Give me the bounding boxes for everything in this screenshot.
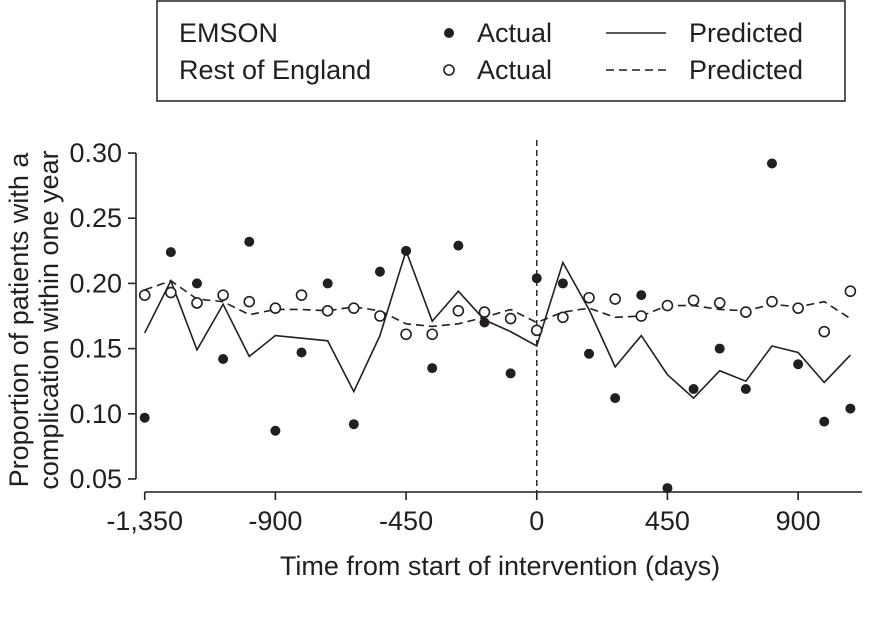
data-point-emson-actual — [610, 393, 621, 404]
x-axis-ticks: -1,350 -900 -450 0 450 900 — [106, 492, 821, 536]
data-point-rest-of-england-actual — [557, 311, 569, 324]
data-point-rest-of-england-actual — [766, 295, 778, 308]
data-point-emson-actual — [270, 425, 281, 436]
data-point-emson-actual — [191, 278, 202, 289]
data-point-rest-of-england-actual — [269, 302, 282, 314]
x-tick-label: -900 — [248, 506, 302, 536]
legend-group-rest-of-england: Rest of England — [179, 55, 371, 85]
data-point-rest-of-england-actual — [138, 289, 151, 301]
data-point-emson-actual — [453, 240, 464, 251]
series-line-rest-of-england-predicted — [144, 279, 851, 328]
data-point-rest-of-england-actual — [583, 291, 595, 304]
data-point-rest-of-england-actual — [400, 328, 412, 341]
data-point-emson-actual — [165, 247, 176, 258]
data-point-rest-of-england-actual — [374, 310, 386, 322]
data-point-rest-of-england-actual — [713, 297, 726, 309]
y-tick-label: 0.25 — [69, 203, 122, 233]
data-point-emson-actual — [819, 416, 830, 427]
x-tick-label: 900 — [776, 506, 821, 536]
legend: EMSON Actual Predicted Rest of England A… — [156, 0, 846, 102]
data-point-rest-of-england-actual — [478, 306, 491, 318]
data-point-rest-of-england-actual — [217, 289, 229, 301]
axes: 0.05 0.10 0.15 0.20 0.25 0.30 -1,350 -900 -450 0… — [69, 138, 862, 536]
y-axis-title: Proportion of patients with a complicati… — [4, 150, 64, 489]
data-point-rest-of-england-actual — [295, 289, 308, 301]
data-point-emson-actual — [845, 403, 856, 414]
series-points-emson-actual — [139, 158, 856, 494]
data-point-rest-of-england-actual — [661, 299, 674, 312]
data-point-emson-actual — [401, 245, 412, 256]
legend-label-rest-actual: Actual — [477, 55, 552, 85]
data-point-rest-of-england-actual — [243, 295, 256, 308]
data-point-emson-actual — [688, 384, 699, 395]
data-point-rest-of-england-actual — [321, 304, 334, 317]
data-point-emson-actual — [793, 359, 804, 370]
legend-label-emson-predicted: Predicted — [689, 18, 803, 48]
data-point-rest-of-england-actual — [609, 293, 621, 305]
y-tick-label: 0.30 — [69, 138, 122, 168]
data-point-emson-actual — [374, 266, 385, 277]
data-point-emson-actual — [505, 368, 516, 379]
data-point-rest-of-england-actual — [792, 302, 804, 314]
data-point-rest-of-england-actual — [635, 310, 648, 322]
data-point-rest-of-england-actual — [165, 286, 177, 299]
data-point-emson-actual — [139, 412, 150, 423]
data-point-emson-actual — [244, 236, 255, 247]
y-tick-label: 0.20 — [69, 268, 122, 298]
data-point-emson-actual — [218, 354, 229, 365]
legend-marker-emson-actual — [444, 28, 454, 38]
y-tick-label: 0.10 — [69, 399, 122, 429]
data-point-emson-actual — [740, 384, 751, 395]
y-axis-title-line-1: Proportion of patients with a — [4, 152, 34, 488]
data-point-emson-actual — [714, 343, 725, 354]
y-tick-label: 0.15 — [69, 334, 122, 364]
data-point-emson-actual — [662, 483, 673, 494]
data-point-rest-of-england-actual — [818, 325, 831, 338]
legend-marker-rest-actual — [443, 64, 455, 76]
data-point-rest-of-england-actual — [426, 328, 439, 341]
y-axis-title-line-2: complication within one year — [34, 150, 64, 489]
data-point-emson-actual — [322, 278, 333, 289]
data-point-rest-of-england-actual — [504, 312, 517, 325]
data-point-emson-actual — [531, 273, 542, 284]
y-axis-ticks: 0.05 0.10 0.15 0.20 0.25 0.30 — [69, 138, 136, 494]
data-point-emson-actual — [766, 158, 777, 169]
legend-box — [156, 0, 846, 102]
legend-label-emson-actual: Actual — [477, 18, 552, 48]
data-point-rest-of-england-actual — [191, 297, 203, 309]
x-tick-label: 450 — [645, 506, 690, 536]
data-point-emson-actual — [636, 290, 647, 301]
data-point-rest-of-england-actual — [740, 306, 752, 318]
plot-area — [138, 140, 857, 494]
data-point-emson-actual — [348, 419, 359, 430]
data-point-emson-actual — [427, 363, 438, 374]
x-tick-label: -1,350 — [106, 506, 183, 536]
legend-group-emson: EMSON — [179, 18, 278, 48]
data-point-rest-of-england-actual — [844, 285, 857, 298]
series-line-emson-predicted — [143, 248, 851, 400]
data-point-rest-of-england-actual — [452, 304, 465, 317]
series-points-rest-of-england-actual — [138, 285, 857, 341]
x-axis-title: Time from start of intervention (days) — [280, 551, 720, 581]
data-point-emson-actual — [584, 348, 595, 359]
legend-label-rest-predicted: Predicted — [689, 55, 803, 85]
data-point-rest-of-england-actual — [530, 324, 543, 337]
data-point-emson-actual — [296, 347, 307, 358]
data-point-emson-actual — [557, 278, 568, 289]
data-point-emson-actual — [479, 317, 490, 328]
x-tick-label: 0 — [529, 506, 544, 536]
data-point-rest-of-england-actual — [347, 302, 360, 314]
x-tick-label: -450 — [379, 506, 433, 536]
data-point-rest-of-england-actual — [687, 294, 700, 307]
y-tick-label: 0.05 — [69, 464, 122, 494]
